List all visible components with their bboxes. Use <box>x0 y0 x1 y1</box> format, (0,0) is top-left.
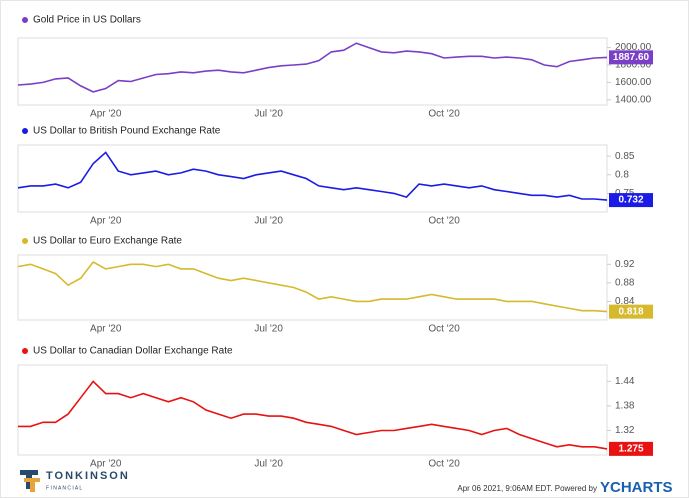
value-label: 1.275 <box>618 444 643 455</box>
logo-mark <box>24 478 40 492</box>
x-tick-label: Oct '20 <box>428 216 460 227</box>
chart-title: Gold Price in US Dollars <box>33 15 141 26</box>
line <box>17 151 608 201</box>
y-tick-label: 0.92 <box>615 259 635 270</box>
value-badge <box>609 50 653 65</box>
plot-frame <box>17 144 608 213</box>
y-tick-label: 1400.00 <box>615 94 652 105</box>
legend-dot <box>22 128 28 134</box>
x-tick-label: Apr '20 <box>90 216 122 227</box>
x-tick-label: Jul '20 <box>254 324 283 335</box>
y-tick-label: 1600.00 <box>615 77 652 88</box>
legend-dot <box>22 238 28 244</box>
value-badge <box>609 193 653 208</box>
x-tick-label: Apr '20 <box>90 109 122 120</box>
y-tick-label: 0.88 <box>615 277 635 288</box>
value-label: 1887.60 <box>613 52 650 63</box>
plot-frame <box>17 254 608 321</box>
y-tick-label: 1.44 <box>615 376 635 387</box>
chart-title: US Dollar to Euro Exchange Rate <box>33 236 182 247</box>
x-tick-label: Apr '20 <box>90 324 122 335</box>
brand: TONKINSON <box>46 470 130 482</box>
provider: YCHARTS <box>600 479 673 496</box>
plot-frame <box>17 364 608 456</box>
line <box>17 42 608 93</box>
value-badge <box>609 441 653 456</box>
y-tick-label: 1800.00 <box>615 60 652 71</box>
legend-dot <box>22 17 28 23</box>
x-tick-label: Oct '20 <box>428 109 460 120</box>
line <box>18 380 608 450</box>
brand-sub: F I N A N C I A L <box>46 485 82 491</box>
value-label: 0.732 <box>618 195 643 206</box>
x-tick-label: Jul '20 <box>254 216 283 227</box>
x-tick-label: Oct '20 <box>428 459 460 470</box>
y-tick-label: 1.32 <box>615 425 635 436</box>
line <box>17 260 608 313</box>
y-tick-label: 0.8 <box>615 169 629 180</box>
x-tick-label: Oct '20 <box>428 324 460 335</box>
plot-frame <box>17 37 608 106</box>
logo <box>20 470 40 492</box>
y-tick-label: 0.85 <box>615 151 635 162</box>
value-label: 0.818 <box>618 306 643 317</box>
chart-title: US Dollar to British Pound Exchange Rate <box>33 126 221 137</box>
timestamp: Apr 06 2021, 9:06AM EDT. Powered by <box>457 484 597 493</box>
value-badge <box>609 304 653 319</box>
y-tick-label: 0.84 <box>615 296 635 307</box>
x-tick-label: Jul '20 <box>254 109 283 120</box>
y-tick-label: 1.38 <box>615 401 635 412</box>
legend-dot <box>22 348 28 354</box>
x-tick-label: Jul '20 <box>254 459 283 470</box>
x-tick-label: Apr '20 <box>90 459 122 470</box>
chart-title: US Dollar to Canadian Dollar Exchange Ra… <box>33 346 233 357</box>
y-tick-label: 2000.00 <box>615 42 652 53</box>
